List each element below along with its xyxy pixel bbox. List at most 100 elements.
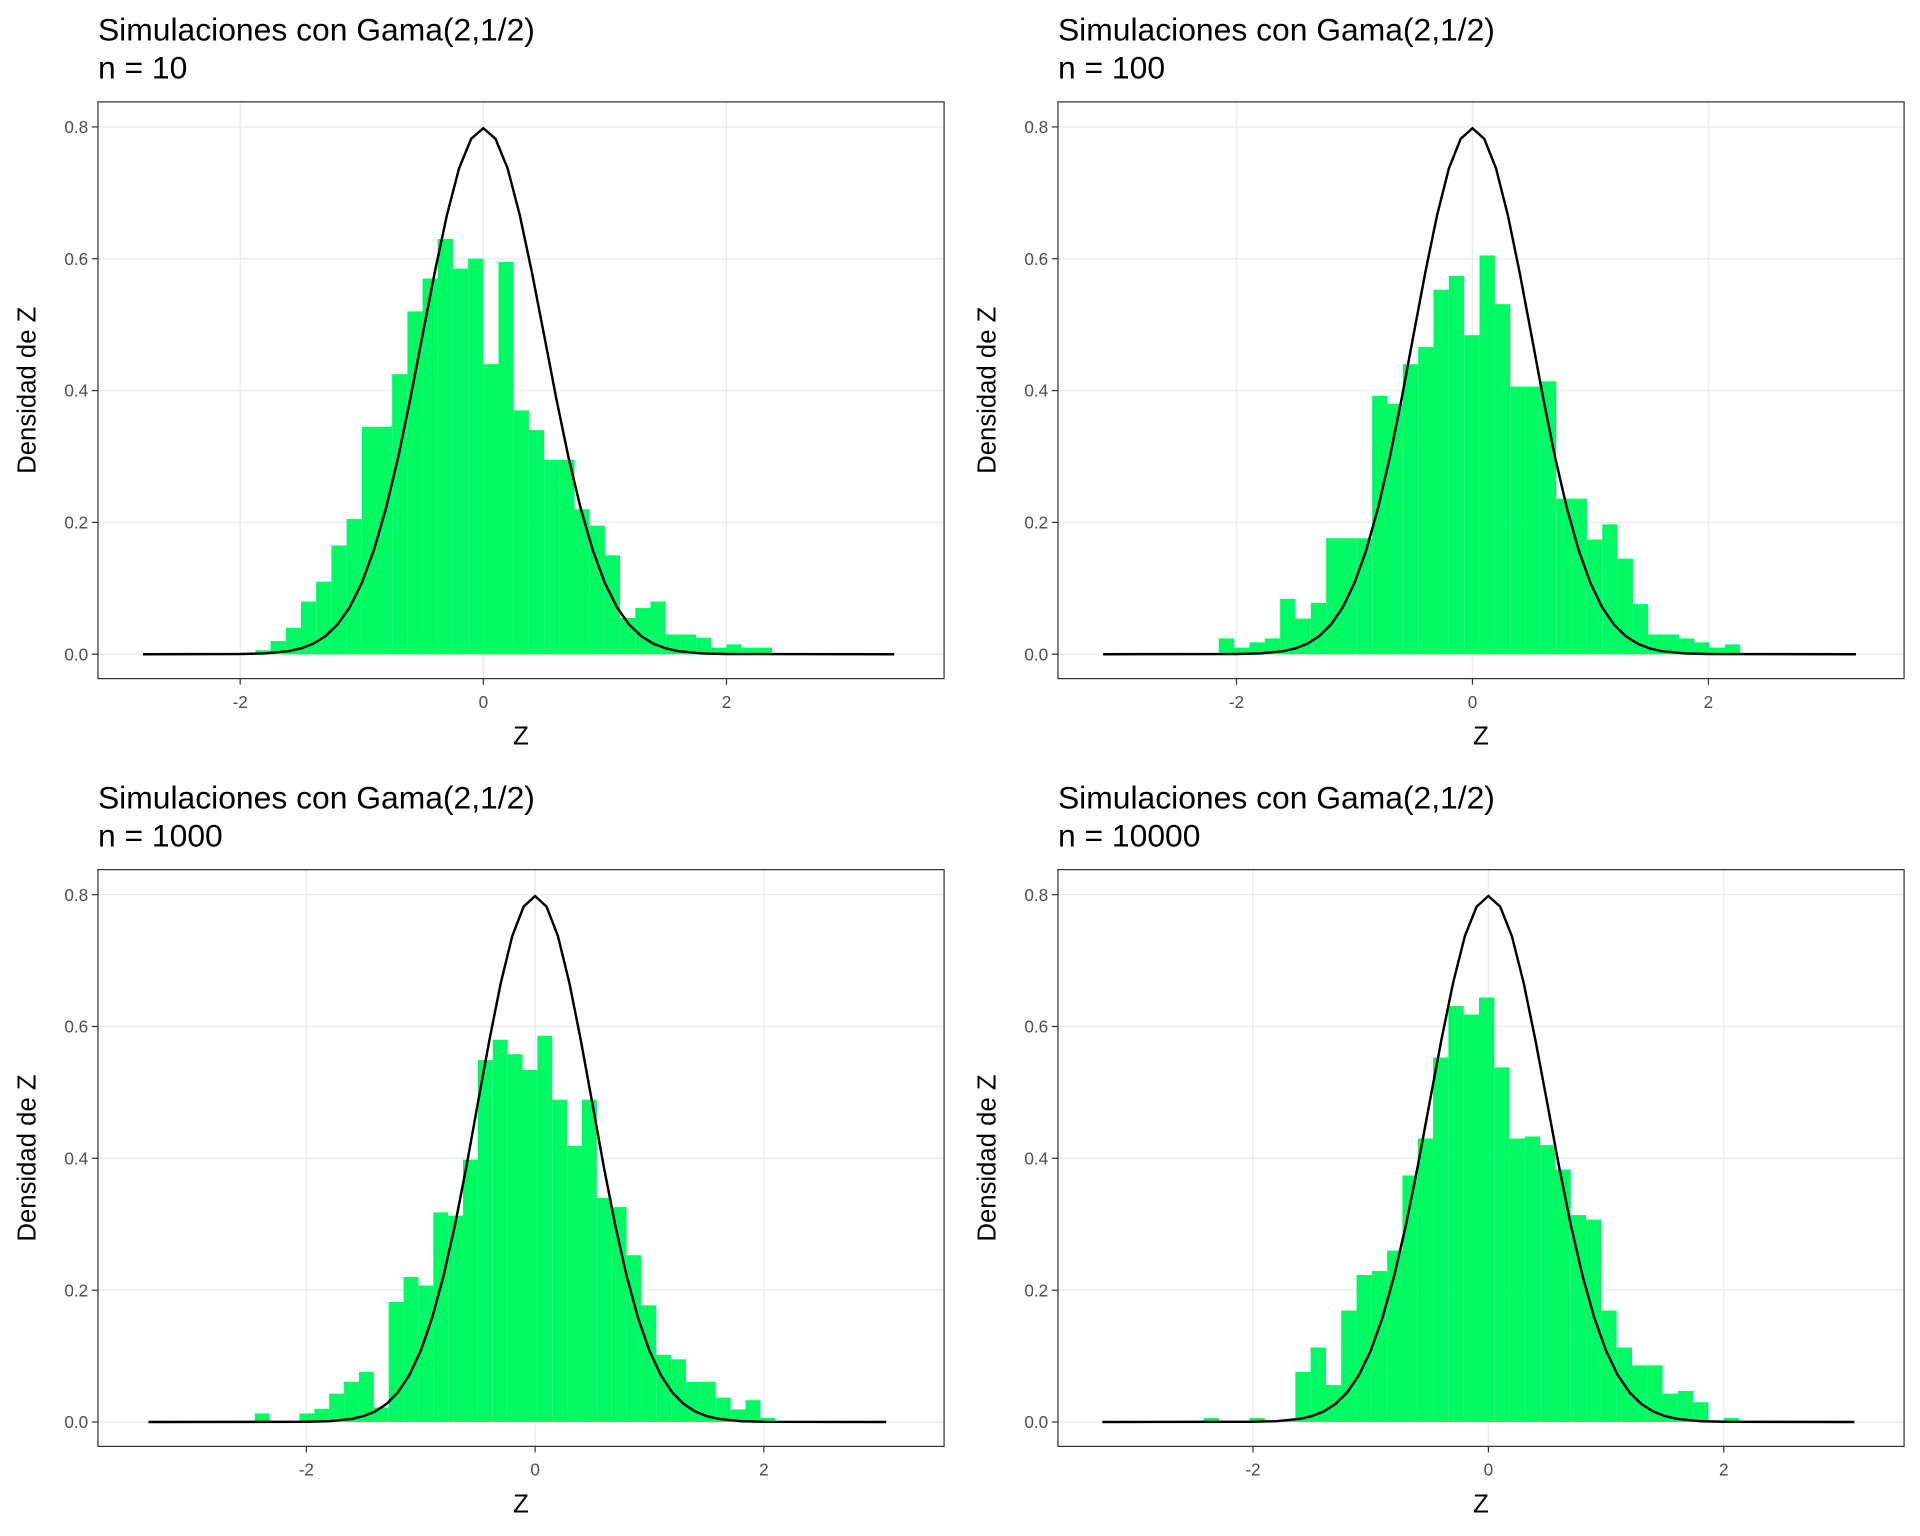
x-axis-title: Z <box>513 1490 529 1518</box>
x-tick-label: -2 <box>233 692 248 712</box>
panel: Simulaciones con Gama(2,1/2)n = 1000 0.0 0… <box>14 779 945 1518</box>
histogram-bar <box>1632 604 1649 655</box>
y-tick-label: 0.6 <box>64 249 88 269</box>
histogram-bar <box>1586 539 1603 655</box>
histogram-bar <box>596 1197 612 1422</box>
histogram-bar <box>760 1418 776 1422</box>
histogram-bar <box>715 1397 731 1422</box>
histogram-bar <box>1280 1420 1296 1422</box>
y-tick-label: 0.4 <box>64 381 88 401</box>
histogram-bar <box>1694 642 1710 655</box>
histogram-bar <box>1249 642 1265 655</box>
x-axis-title: Z <box>1473 723 1489 751</box>
chart-title: Simulaciones con Gama(2,1/2) <box>1058 779 1495 815</box>
x-tick-label: -2 <box>1229 692 1244 712</box>
histogram-bar <box>1433 289 1449 655</box>
histogram-bar <box>492 1039 508 1422</box>
histogram-bar <box>513 410 529 655</box>
y-tick-label: 0.8 <box>64 117 88 137</box>
histogram-bar <box>745 1400 761 1422</box>
histogram-bar <box>361 426 377 655</box>
histogram-bar <box>671 1359 687 1422</box>
y-tick-label: 0.2 <box>1024 513 1048 533</box>
histogram-bar <box>346 519 362 655</box>
y-axis-title: Densidad de Z <box>14 307 42 474</box>
histogram-bar <box>1556 498 1572 655</box>
histogram-bar <box>1356 1274 1372 1422</box>
histogram-bar <box>1448 275 1465 655</box>
y-tick-label: 0.0 <box>1024 1412 1048 1432</box>
histogram-bar <box>686 1381 701 1422</box>
histogram-bar <box>1295 1371 1311 1422</box>
histogram-bar <box>477 1060 493 1422</box>
histogram-bar <box>344 1381 359 1422</box>
histogram-bar <box>528 430 545 655</box>
histogram-bar <box>299 1413 315 1422</box>
y-tick-label: 0.6 <box>64 1017 88 1037</box>
x-tick-label: 2 <box>1704 692 1714 712</box>
histogram-bar <box>1280 598 1296 655</box>
panel: Simulaciones con Gama(2,1/2)n = 10 0.0 0.2… <box>14 12 945 751</box>
density-curve <box>142 126 895 656</box>
histogram-bar <box>581 1099 597 1422</box>
histogram-bar <box>1387 1250 1403 1422</box>
density-curve <box>148 894 887 1424</box>
y-tick-label: 0.6 <box>1024 249 1048 269</box>
histogram-bar <box>1387 403 1403 655</box>
histogram-bar <box>463 1159 478 1422</box>
histogram-bar <box>641 1305 657 1422</box>
x-tick-label: 0 <box>530 1460 540 1480</box>
histogram-bar <box>1264 638 1281 655</box>
histogram-bar <box>1371 1271 1388 1422</box>
histogram-bar <box>1310 1347 1326 1422</box>
y-tick-label: 0.2 <box>64 513 88 533</box>
histogram-bar <box>498 262 514 655</box>
histogram-bar <box>696 637 712 655</box>
histogram-bar <box>574 509 590 655</box>
x-axis-title: Z <box>513 723 529 751</box>
histogram-bar <box>468 258 484 655</box>
histogram-bar <box>589 525 605 655</box>
histogram-bar <box>1218 638 1235 655</box>
histogram-bar <box>403 1276 419 1422</box>
histogram-bar <box>730 1409 746 1422</box>
histogram-bar <box>1723 1418 1740 1422</box>
histogram-bar <box>300 601 317 655</box>
histogram-bar <box>1724 644 1741 655</box>
chart-subtitle: n = 1000 <box>98 817 223 853</box>
histogram-bar <box>537 1035 553 1422</box>
histogram-bar <box>1234 647 1250 655</box>
histogram-bar <box>1402 1175 1418 1422</box>
histogram-bar <box>1510 386 1526 655</box>
histogram-bar <box>1509 1138 1525 1422</box>
histogram-bar <box>1478 997 1495 1422</box>
histogram-bar <box>331 545 347 655</box>
x-tick-label: 2 <box>1719 1460 1729 1480</box>
density-curve <box>1103 126 1856 656</box>
density-curve <box>1102 894 1855 1424</box>
histogram-bar <box>567 1145 582 1422</box>
histogram-bar <box>1494 1067 1510 1422</box>
histogram-bar <box>1602 524 1618 655</box>
histogram-bar <box>392 374 408 655</box>
histogram-bar <box>1295 618 1311 655</box>
histogram-bar <box>726 644 742 655</box>
histogram-bar <box>1249 1418 1265 1422</box>
histogram-bar <box>433 1212 449 1422</box>
histogram-bar <box>711 647 727 655</box>
histogram-bar <box>388 1302 404 1422</box>
histogram-bar <box>448 1215 464 1422</box>
x-tick-label: -2 <box>299 1460 314 1480</box>
histogram-bar <box>700 1381 716 1422</box>
histogram-bar <box>316 581 332 655</box>
histogram-bar <box>358 1371 374 1422</box>
chart-subtitle: n = 10 <box>98 50 187 86</box>
histogram-bar <box>1524 1136 1541 1422</box>
panel-border <box>1057 869 1905 1447</box>
histogram-bar <box>314 1408 330 1422</box>
x-tick-label: 2 <box>722 692 732 712</box>
y-tick-label: 0.4 <box>1024 381 1048 401</box>
histogram-bar <box>1647 1365 1663 1422</box>
y-tick-label: 0.8 <box>1024 885 1048 905</box>
